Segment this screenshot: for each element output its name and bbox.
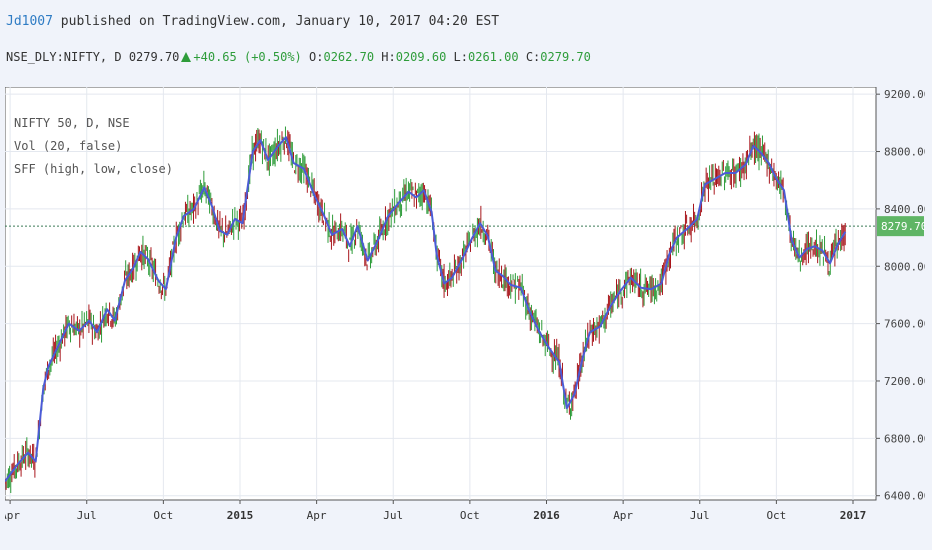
- sff-series-line: [5, 136, 847, 482]
- quote-line: NSE_DLY:NIFTY, D 0279.70 +40.65 (+0.50%) …: [6, 50, 591, 64]
- y-tick-label: 8400.00: [884, 203, 925, 216]
- plot-background: [5, 87, 877, 501]
- price-tag-label: 8279.70: [881, 220, 925, 233]
- legend-item-volume[interactable]: Vol (20, false): [14, 139, 123, 153]
- low-value: 0261.00: [468, 50, 519, 64]
- y-tick-label: 8000.00: [884, 260, 925, 273]
- y-tick-label: 8800.00: [884, 146, 925, 159]
- symbol-label: NSE_DLY:NIFTY, D: [6, 50, 122, 64]
- indicator-legend: NIFTY 50, D, NSE Vol (20, false) SFF (hi…: [14, 112, 173, 181]
- y-tick-label: 6800.00: [884, 432, 925, 445]
- x-tick-label: Oct: [766, 509, 786, 522]
- x-tick-label: Apr: [307, 509, 327, 522]
- price-tag: [877, 216, 924, 237]
- y-tick-label: 7200.00: [884, 375, 925, 388]
- low-label: L:: [453, 50, 468, 64]
- open-label: O:: [309, 50, 324, 64]
- x-tick-label: 2015: [227, 509, 254, 522]
- x-tick-label: 2016: [533, 509, 560, 522]
- up-arrow-icon: [181, 52, 192, 62]
- price-change: +40.65 (+0.50%): [193, 50, 302, 64]
- y-tick-label: 6400.00: [884, 490, 925, 503]
- legend-item-symbol[interactable]: NIFTY 50, D, NSE: [14, 116, 130, 130]
- price-chart[interactable]: 9200.00 8800.00 8400.00 8000.00 7600.00 7200.…: [5, 87, 925, 532]
- open-value: 0262.70: [323, 50, 375, 64]
- author-link[interactable]: Jd1007: [6, 14, 53, 29]
- x-tick-label: Jul: [77, 509, 97, 522]
- high-label: H:: [381, 50, 396, 64]
- legend-item-sff[interactable]: SFF (high, low, close): [14, 162, 173, 176]
- x-tick-label: Oct: [153, 509, 173, 522]
- x-tick-label: 2017: [840, 509, 867, 522]
- last-price: 0279.70: [128, 50, 180, 64]
- close-label: C:: [525, 50, 541, 64]
- x-tick-label: Apr: [5, 509, 20, 522]
- chart-area[interactable]: 9200.00 8800.00 8400.00 8000.00 7600.00 7200.…: [5, 87, 925, 532]
- close-value: 0279.70: [540, 50, 591, 64]
- publish-text: published on TradingView.com, January 10…: [52, 14, 500, 29]
- x-tick-label: Jul: [690, 509, 710, 522]
- high-value: 0209.60: [395, 50, 447, 64]
- x-tick-label: Apr: [613, 509, 633, 522]
- x-tick-label: Oct: [460, 509, 480, 522]
- y-tick-label: 7600.00: [884, 318, 925, 331]
- x-tick-label: Jul: [383, 509, 403, 522]
- publish-header: Jd1007 published on TradingView.com, Jan…: [6, 14, 499, 29]
- y-tick-label: 9200.00: [884, 88, 925, 101]
